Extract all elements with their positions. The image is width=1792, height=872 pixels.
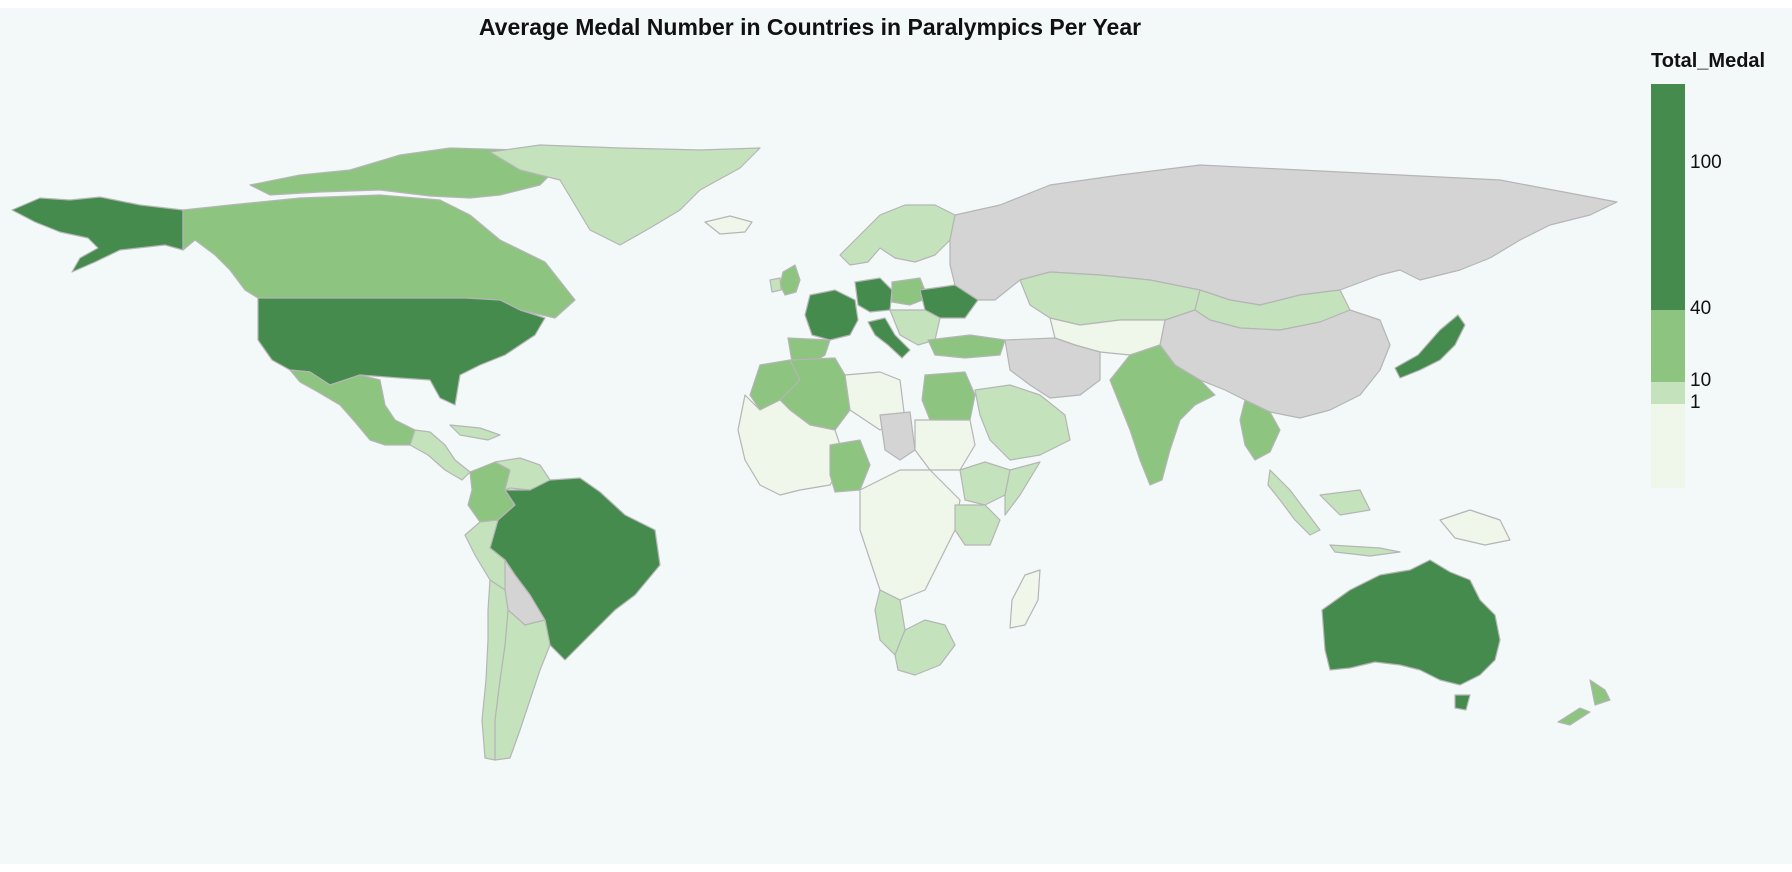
region-papua[interactable] — [1439, 509, 1511, 546]
region-indonesia[interactable] — [1267, 469, 1401, 557]
region-sudan[interactable] — [914, 419, 976, 471]
chart-title: Average Medal Number in Countries in Par… — [478, 14, 1142, 40]
region-new-zealand[interactable] — [1557, 679, 1611, 726]
region-thailand[interactable] — [1239, 399, 1281, 461]
legend-bin-mid — [1651, 310, 1685, 382]
region-usa[interactable] — [257, 297, 546, 406]
legend-tick-100: 100 — [1690, 152, 1722, 173]
region-ethiopia[interactable] — [959, 461, 1011, 506]
region-chad[interactable] — [879, 411, 916, 461]
region-japan[interactable] — [1394, 314, 1466, 379]
legend-tick-10: 10 — [1690, 370, 1712, 391]
region-alaska[interactable] — [11, 196, 184, 273]
region-chile[interactable] — [481, 579, 509, 761]
region-iceland[interactable] — [704, 215, 753, 235]
region-madagascar[interactable] — [1009, 569, 1041, 629]
legend-bin-low — [1651, 382, 1685, 404]
region-canada-isles[interactable] — [249, 147, 561, 199]
region-cuba[interactable] — [449, 424, 501, 441]
region-tasmania[interactable] — [1454, 694, 1471, 711]
region-china[interactable] — [1159, 309, 1391, 419]
region-india[interactable] — [1109, 344, 1216, 486]
region-south-africa[interactable] — [894, 619, 956, 676]
region-nigeria[interactable] — [829, 439, 871, 493]
legend-title: Total_Medal — [1651, 50, 1766, 72]
region-turkey[interactable] — [927, 334, 1006, 359]
region-uk[interactable] — [779, 264, 801, 296]
legend-tick-1: 1 — [1690, 392, 1701, 413]
region-france[interactable] — [804, 289, 859, 341]
legend-bin-min — [1651, 404, 1685, 488]
region-australia[interactable] — [1321, 559, 1501, 686]
region-canada[interactable] — [182, 194, 576, 319]
region-saudi-arabia[interactable] — [974, 384, 1071, 461]
region-central-africa[interactable] — [859, 469, 961, 601]
legend-bin-high — [1651, 84, 1685, 310]
legend-color-ramp — [1651, 84, 1685, 488]
region-iran[interactable] — [1004, 337, 1101, 399]
legend-tick-40: 40 — [1690, 298, 1712, 319]
region-central-america[interactable] — [409, 429, 471, 481]
region-poland[interactable] — [891, 277, 929, 306]
region-mexico[interactable] — [289, 369, 416, 446]
region-greenland[interactable] — [489, 144, 761, 246]
region-kenya[interactable] — [954, 504, 1001, 546]
region-egypt[interactable] — [921, 371, 976, 421]
region-germany[interactable] — [854, 277, 893, 313]
region-russia[interactable] — [949, 164, 1618, 306]
region-italy[interactable] — [867, 317, 911, 359]
region-ireland[interactable] — [769, 277, 782, 293]
region-scandinavia[interactable] — [839, 204, 956, 266]
region-somalia[interactable] — [1004, 461, 1041, 516]
